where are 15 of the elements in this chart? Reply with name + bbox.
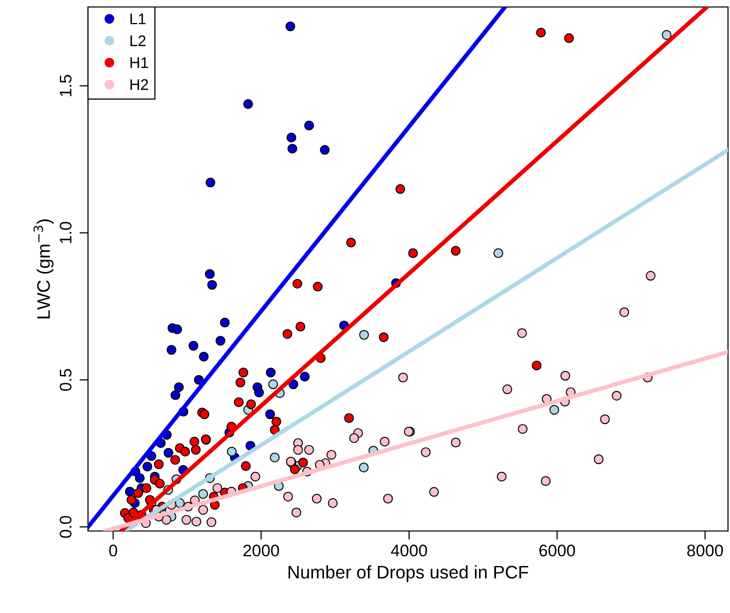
x-tick-label: 6000 [539, 544, 575, 556]
legend-label: H2 [130, 79, 148, 90]
y-tick-label: 0.0 [60, 516, 72, 538]
x-tick-label: 2000 [243, 544, 280, 556]
legend-label: H1 [130, 57, 148, 68]
legend-label: L1 [130, 14, 146, 24]
y-tick-label: 1.5 [60, 74, 72, 96]
y-axis-title: LWC (gm$^{−3}$) [33, 219, 54, 318]
y-tick-label: 1.0 [60, 222, 72, 244]
legend-label: L2 [130, 35, 146, 46]
x-tick-label: 4000 [390, 544, 427, 556]
x-tick-label: 0 [109, 544, 118, 556]
x-axis-title: Number of Drops used in PCF [288, 565, 528, 582]
y-tick-label: 0.5 [60, 368, 72, 391]
x-tick-label: 8000 [687, 544, 723, 556]
